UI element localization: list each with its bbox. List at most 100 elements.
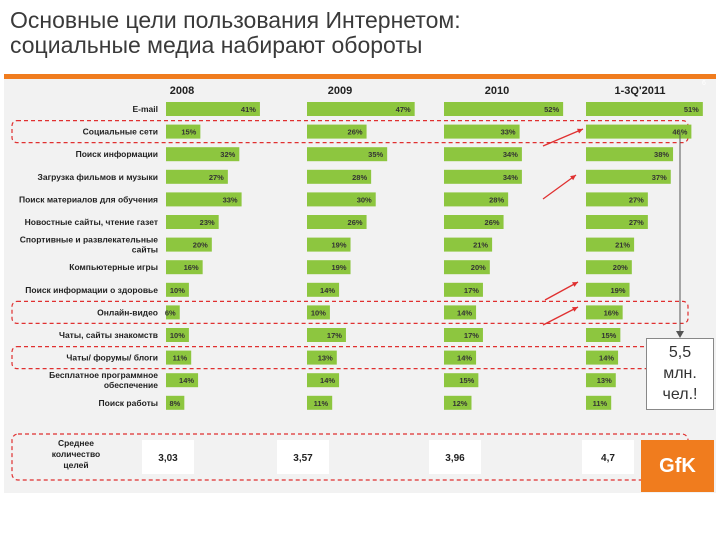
bar	[166, 192, 242, 207]
bar	[307, 169, 372, 184]
footer-area	[0, 493, 720, 540]
average-value-box	[429, 440, 481, 474]
trend-arrow	[542, 174, 577, 200]
bar	[166, 102, 260, 116]
callout-line-2: млн.	[663, 365, 697, 382]
bar-value-label: 17%	[464, 331, 479, 340]
bar	[307, 192, 376, 207]
bar	[586, 124, 692, 139]
bar	[586, 373, 616, 388]
bar-value-label: 13%	[597, 376, 612, 385]
category-label: Новостные сайты, чтение газет	[25, 217, 158, 227]
bar	[166, 395, 185, 410]
bar-value-label: 20%	[613, 263, 628, 272]
bar-value-label: 47%	[396, 105, 411, 114]
bar-value-label: 14%	[320, 286, 335, 295]
average-value: 3,57	[293, 453, 313, 464]
bar-value-label: 26%	[348, 218, 363, 227]
category-label: Спортивные и развлекательные сайты	[20, 235, 158, 255]
bar	[307, 305, 330, 320]
bar-value-label: 32%	[220, 150, 235, 159]
bar-value-label: 26%	[348, 128, 363, 137]
bar	[586, 102, 703, 116]
highlight-dashed-box	[11, 300, 689, 324]
bar-value-label: 28%	[352, 173, 367, 182]
bar	[307, 215, 367, 229]
bar-value-label: 10%	[170, 286, 185, 295]
bar-value-label: 38%	[654, 150, 669, 159]
bar	[586, 350, 619, 365]
year-header: 1-3Q'2011	[615, 85, 666, 97]
bar-value-label: 23%	[200, 218, 215, 227]
bar-value-label: 11%	[593, 399, 608, 408]
bar-value-label: 27%	[629, 195, 644, 204]
bar	[586, 147, 674, 162]
bar	[444, 328, 483, 342]
average-value: 4,7	[601, 453, 615, 464]
bar	[586, 260, 632, 275]
bar-value-label: 21%	[473, 241, 488, 250]
bar-value-label: 27%	[209, 173, 224, 182]
bar	[307, 373, 340, 388]
bar-value-label: 13%	[318, 354, 333, 363]
bar-value-label: 34%	[503, 173, 518, 182]
bar	[586, 215, 648, 229]
category-label: E-mail	[132, 104, 158, 114]
bar	[444, 237, 493, 252]
bar-value-label: 16%	[184, 263, 199, 272]
bar-value-label: 10%	[170, 331, 185, 340]
bar	[444, 260, 490, 275]
bar-value-label: 35%	[368, 150, 383, 159]
bar	[444, 124, 520, 139]
bar	[444, 147, 522, 162]
bar	[307, 237, 351, 252]
bar	[444, 102, 564, 116]
gfk-logo: GfK	[641, 440, 714, 492]
bar	[586, 395, 612, 410]
bar-value-label: 19%	[611, 286, 626, 295]
bar-value-label: 14%	[457, 308, 472, 317]
bar	[444, 350, 477, 365]
bar	[307, 260, 351, 275]
bar	[444, 395, 472, 410]
callout-box: 5,5 млн. чел.!	[646, 338, 714, 410]
bar-value-label: 37%	[652, 173, 667, 182]
bar-value-label: 15%	[601, 331, 616, 340]
category-label: Поиск информации о здоровье	[25, 285, 158, 295]
bar	[307, 328, 346, 342]
bar-value-label: 19%	[332, 263, 347, 272]
bar	[166, 215, 219, 229]
bar-value-label: 14%	[599, 354, 614, 363]
bar-value-label: 20%	[193, 241, 208, 250]
category-label: Чаты/ форумы/ блоги	[66, 353, 158, 363]
bar	[444, 215, 504, 229]
bar	[586, 305, 623, 320]
slide-title: Основные цели пользования Интернетом: со…	[10, 8, 710, 58]
bar	[307, 282, 340, 297]
bar-value-label: 51%	[684, 105, 699, 114]
year-header: 2010	[485, 85, 509, 97]
bar-value-label: 41%	[241, 105, 256, 114]
callout-pointer-head	[676, 331, 684, 338]
bar	[166, 282, 189, 297]
bar-value-label: 16%	[604, 308, 619, 317]
trend-arrow	[542, 306, 579, 326]
trend-arrowhead	[572, 307, 578, 312]
title-line-2: социальные медиа набирают обороты	[10, 32, 423, 58]
bar-value-label: 12%	[452, 399, 467, 408]
bar	[166, 373, 199, 388]
category-label: Загрузка фильмов и музыки	[38, 172, 158, 182]
average-value-box	[582, 440, 634, 474]
bar	[166, 124, 201, 139]
bar-value-label: 14%	[179, 376, 194, 385]
bar-value-label: 33%	[501, 128, 516, 137]
page-number: 6	[702, 80, 706, 87]
bar	[166, 260, 203, 275]
bar-value-label: 17%	[327, 331, 342, 340]
bar	[586, 328, 621, 342]
bar-value-label: 15%	[459, 376, 474, 385]
accent-rule	[4, 74, 716, 79]
category-label: Поиск материалов для обучения	[19, 194, 158, 204]
year-header: 2009	[328, 85, 352, 97]
trend-arrowhead	[572, 282, 578, 287]
